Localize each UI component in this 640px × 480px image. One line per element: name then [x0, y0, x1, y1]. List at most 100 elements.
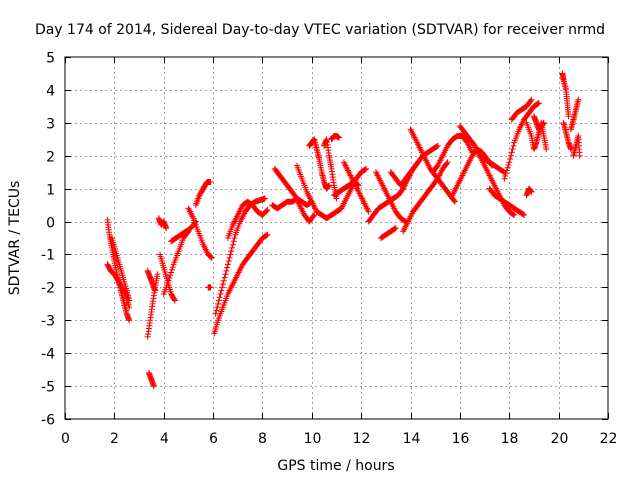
data-point — [503, 167, 510, 174]
x-tick-label: 8 — [258, 431, 267, 447]
data-point — [510, 142, 517, 149]
data-point — [521, 211, 528, 218]
x-tick-label: 10 — [304, 431, 322, 447]
plot-frame — [64, 56, 609, 420]
x-tick-label: 4 — [160, 431, 169, 447]
data-point — [207, 179, 214, 186]
data-point — [225, 258, 232, 265]
data-point — [362, 166, 369, 173]
data-point — [501, 175, 508, 182]
data-point — [226, 254, 233, 261]
x-tick-label: 16 — [452, 431, 470, 447]
data-point — [213, 307, 220, 314]
data-point — [169, 264, 176, 271]
data-point — [335, 134, 342, 141]
data-point — [528, 188, 535, 195]
y-tick-label: -1 — [41, 248, 55, 264]
data-point — [168, 269, 175, 276]
data-point — [263, 232, 270, 239]
data-point — [502, 170, 509, 177]
data-point — [507, 156, 514, 163]
y-tick-label: 0 — [46, 216, 55, 232]
data-point — [207, 284, 214, 291]
data-point — [228, 248, 235, 255]
data-point — [311, 211, 318, 218]
chart-title: Day 174 of 2014, Sidereal Day-to-day VTE… — [35, 22, 605, 38]
data-point — [520, 211, 527, 218]
data-point — [535, 100, 542, 107]
data-point — [444, 159, 451, 166]
data-point — [263, 207, 270, 214]
data-point — [215, 300, 222, 307]
data-point — [505, 162, 512, 169]
x-tick-label: 12 — [353, 431, 371, 447]
data-point — [433, 143, 440, 150]
data-point — [171, 296, 178, 303]
data-point — [565, 113, 572, 120]
data-point — [264, 231, 271, 238]
x-tick-label: 22 — [600, 431, 618, 447]
data-point — [504, 164, 511, 171]
data-point — [222, 271, 229, 278]
data-point — [166, 275, 173, 282]
data-point — [221, 274, 228, 281]
data-point — [502, 173, 509, 180]
data-series — [104, 70, 583, 390]
y-axis-label: SDTVAR / TECUs — [7, 181, 23, 296]
x-tick-label: 0 — [61, 431, 70, 447]
data-point — [443, 160, 450, 167]
x-axis-label: GPS time / hours — [277, 458, 394, 474]
data-point — [215, 297, 222, 304]
data-point — [510, 211, 517, 218]
data-point — [391, 225, 398, 232]
data-point — [363, 165, 370, 172]
x-tick-label: 2 — [110, 431, 119, 447]
data-point — [535, 100, 542, 107]
data-point — [511, 211, 518, 218]
y-tick-label: -3 — [41, 314, 55, 330]
data-point — [165, 277, 172, 284]
x-tick-labels: 0 2 4 6 8 10 12 14 16 18 20 22 — [61, 431, 617, 447]
data-point — [227, 251, 234, 258]
data-point — [126, 317, 133, 324]
y-tick-label: 1 — [46, 183, 55, 199]
x-tick-label: 20 — [551, 431, 569, 447]
data-point — [219, 284, 226, 291]
data-point — [229, 241, 236, 248]
data-point — [434, 142, 441, 149]
data-point — [527, 97, 534, 104]
data-point — [507, 152, 514, 159]
y-tick-label: 5 — [46, 51, 55, 67]
data-point — [451, 197, 458, 204]
y-tick-label: -5 — [41, 380, 55, 396]
x-tick-label: 18 — [501, 431, 519, 447]
data-point — [217, 290, 224, 297]
data-point — [575, 96, 582, 103]
data-point — [576, 152, 583, 159]
data-point — [167, 272, 174, 279]
data-point — [152, 287, 159, 294]
y-tick-label: 4 — [46, 84, 55, 100]
y-tick-label: -2 — [41, 281, 55, 297]
data-point — [230, 238, 237, 245]
data-point — [365, 208, 372, 215]
data-point — [208, 254, 215, 261]
data-point — [264, 207, 271, 214]
data-point — [224, 261, 231, 268]
data-point — [207, 253, 214, 260]
data-point — [150, 383, 157, 390]
y-tick-labels: -6 -5 -4 -3 -2 -1 0 1 2 3 4 5 — [41, 51, 55, 429]
x-tick-label: 6 — [209, 431, 218, 447]
data-point — [219, 281, 226, 288]
x-tick-label: 14 — [403, 431, 421, 447]
data-point — [528, 96, 535, 103]
data-point — [231, 235, 238, 241]
y-tick-label: -6 — [41, 413, 55, 429]
data-point — [392, 225, 399, 232]
data-point — [171, 297, 178, 304]
data-point — [214, 304, 221, 311]
data-point — [168, 266, 175, 273]
data-point — [208, 254, 215, 261]
data-point — [223, 267, 230, 274]
